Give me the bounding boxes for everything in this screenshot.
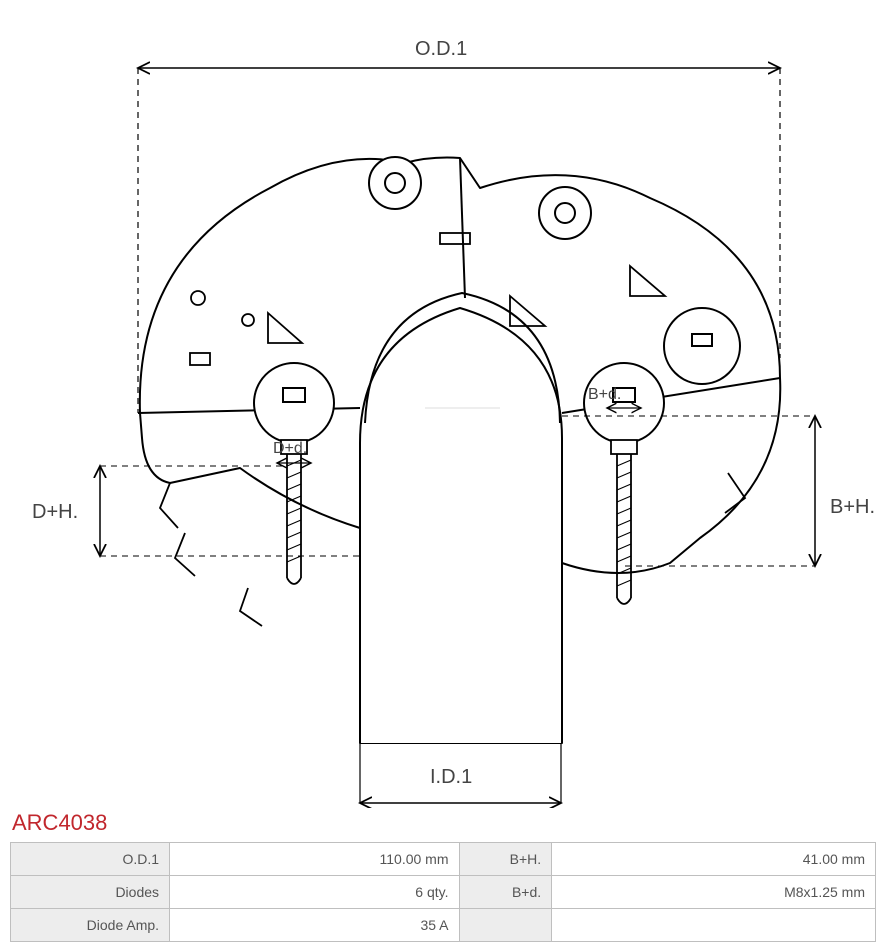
spec-key: Diode Amp. bbox=[11, 909, 170, 942]
table-row: Diodes 6 qty. B+d. M8x1.25 mm bbox=[11, 876, 876, 909]
dim-label-od1: O.D.1 bbox=[415, 38, 467, 61]
dim-label-id1: I.D.1 bbox=[430, 766, 472, 789]
dim-label-dh: D+H. bbox=[32, 501, 78, 524]
spec-value: M8x1.25 mm bbox=[552, 876, 876, 909]
table-row: O.D.1 110.00 mm B+H. 41.00 mm bbox=[11, 843, 876, 876]
spec-value: 6 qty. bbox=[170, 876, 459, 909]
dim-label-dd: D+d. bbox=[273, 440, 307, 458]
dim-label-bd: B+d. bbox=[588, 386, 621, 404]
spec-value: 41.00 mm bbox=[552, 843, 876, 876]
part-number: ARC4038 bbox=[12, 810, 869, 836]
spec-value: 110.00 mm bbox=[170, 843, 459, 876]
spec-value: 35 A bbox=[170, 909, 459, 942]
spec-key: B+H. bbox=[459, 843, 552, 876]
spec-value bbox=[552, 909, 876, 942]
technical-diagram: O.D.1 I.D.1 D+H. B+H. B+d. D+d. bbox=[10, 8, 869, 808]
spec-table: O.D.1 110.00 mm B+H. 41.00 mm Diodes 6 q… bbox=[10, 842, 876, 942]
diagram-svg bbox=[10, 8, 869, 808]
spec-key: Diodes bbox=[11, 876, 170, 909]
dim-label-bh: B+H. bbox=[830, 496, 875, 519]
spec-key: O.D.1 bbox=[11, 843, 170, 876]
spec-key bbox=[459, 909, 552, 942]
spec-key: B+d. bbox=[459, 876, 552, 909]
table-row: Diode Amp. 35 A bbox=[11, 909, 876, 942]
